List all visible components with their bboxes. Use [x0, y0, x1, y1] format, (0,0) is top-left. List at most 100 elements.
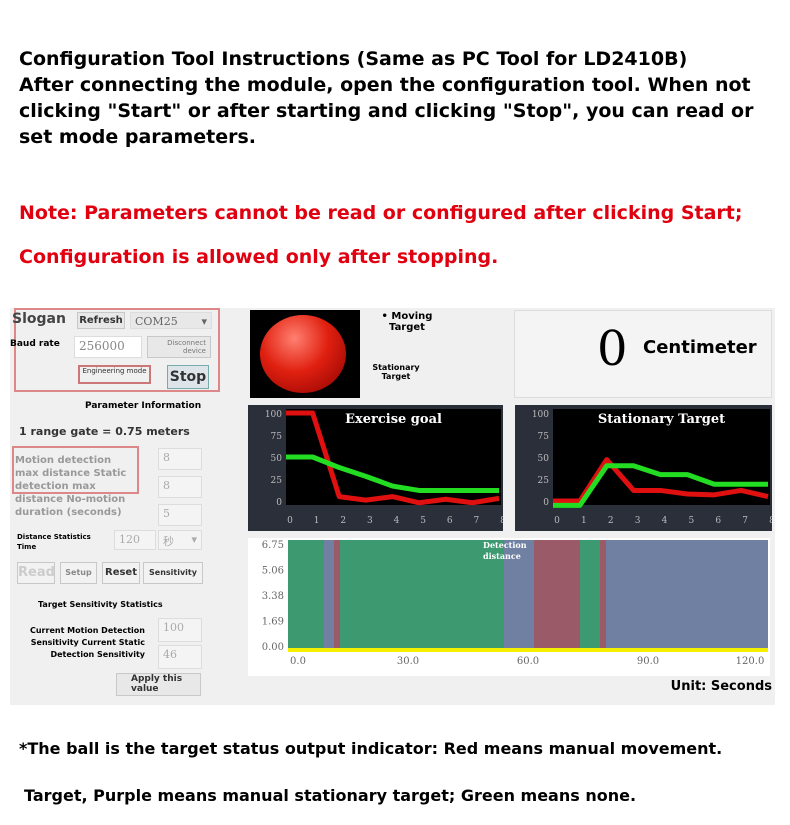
y-tick-label: 0: [543, 498, 549, 508]
x-tick-label: 5: [420, 516, 426, 526]
state-segment: [600, 540, 606, 648]
baseline: [288, 648, 768, 652]
y-tick-label: 100: [265, 410, 282, 420]
param-labels: Motion detection max distance Static det…: [15, 455, 127, 518]
read-button[interactable]: Read: [17, 562, 55, 584]
state-segment: [504, 540, 534, 648]
chart-title: Stationary Target: [598, 412, 725, 427]
engineering-mode-checkbox[interactable]: Engineering mode: [78, 365, 151, 384]
footer-line: Target, Purple means manual stationary t…: [24, 786, 637, 805]
y-tick-label: 5.06: [262, 566, 284, 577]
state-segment: [324, 540, 334, 648]
port-value: COM25: [135, 315, 178, 328]
setup-button[interactable]: Setup: [60, 562, 97, 584]
x-tick-label: 90.0: [637, 656, 659, 667]
distance-unit: Centimeter: [643, 337, 757, 358]
heading-line: set mode parameters.: [19, 126, 257, 148]
x-tick-label: 120.0: [736, 656, 765, 667]
status-indicator: [250, 310, 360, 398]
y-tick-label: 0.00: [262, 642, 284, 653]
chart-title: Exercise goal: [345, 412, 442, 427]
sensitivity-title: Target Sensitivity Statistics: [38, 600, 163, 609]
params-highlight: [12, 446, 139, 494]
sensitivity-button[interactable]: Sensitivity: [143, 562, 203, 584]
connection-highlight: [14, 308, 220, 392]
note-line: Note: Parameters cannot be read or confi…: [19, 202, 743, 224]
stats-unit-select[interactable]: 秒 ▾: [158, 530, 202, 550]
moving-target-legend: • Moving Target: [381, 311, 433, 333]
motion-max-input[interactable]: 8: [158, 448, 202, 470]
x-tick-label: 4: [662, 516, 668, 526]
baud-input[interactable]: 256000: [74, 336, 142, 358]
y-tick-label: 6.75: [262, 540, 284, 551]
sensitivity-labels: Current Motion Detection Sensitivity Cur…: [29, 626, 145, 659]
state-segment: [340, 540, 504, 648]
footer-line: *The ball is the target status output in…: [19, 739, 723, 758]
x-tick-label: 6: [715, 516, 721, 526]
title-word: distance: [483, 551, 521, 561]
y-tick-label: 50: [538, 454, 550, 464]
distance-display: 0 Centimeter: [514, 310, 772, 398]
y-tick-label: 1.69: [262, 617, 284, 628]
refresh-button[interactable]: Refresh: [77, 312, 125, 329]
detection-distance-chart: 6.75 5.06 3.38 1.69 0.00 0.0 30.0 60.0 90.0 120.0…: [248, 538, 770, 676]
stats-unit-value: 秒: [163, 535, 174, 548]
x-tick-label: 3: [367, 516, 373, 526]
x-tick-label: 0: [554, 516, 560, 526]
static-sensitivity-value: 46: [158, 645, 202, 669]
state-segment: [534, 540, 580, 648]
series-line: [553, 463, 768, 508]
x-tick-label: 60.0: [517, 656, 539, 667]
x-tick-label: 7: [742, 516, 748, 526]
state-segment: [334, 540, 340, 648]
heading-line: After connecting the module, open the co…: [19, 74, 751, 96]
reset-button[interactable]: Reset: [102, 562, 140, 584]
x-tick-label: 2: [608, 516, 614, 526]
series-line: [553, 457, 769, 504]
x-tick-label: 3: [635, 516, 641, 526]
y-tick-label: 50: [271, 454, 283, 464]
motion-sensitivity-value: 100: [158, 618, 202, 642]
stats-time-input[interactable]: 120: [114, 530, 156, 550]
x-tick-label: 1: [581, 516, 587, 526]
title-word: Detection: [483, 540, 527, 550]
stop-button[interactable]: Stop: [167, 365, 209, 389]
stats-time-label: Distance Statistics Time: [17, 533, 91, 551]
state-segment: [288, 540, 324, 648]
disconnect-button[interactable]: Disconnect device: [147, 336, 211, 358]
parameter-info-title: Parameter Information: [85, 401, 202, 411]
y-tick-label: 100: [532, 410, 549, 420]
target-ball-icon: [260, 315, 346, 393]
y-tick-label: 25: [271, 476, 283, 486]
heading-line: Configuration Tool Instructions (Same as…: [19, 48, 688, 70]
range-gate-info: 1 range gate = 0.75 meters: [19, 425, 190, 438]
x-tick-label: 2: [340, 516, 346, 526]
note-line: Configuration is allowed only after stop…: [19, 246, 499, 268]
config-tool-window: Slogan Refresh COM25 ▾ Baud rate 256000 D…: [10, 308, 775, 705]
chart-title: Detection distance: [483, 540, 527, 561]
x-tick-label: 6: [447, 516, 453, 526]
state-segment: [606, 540, 768, 648]
baud-label: Baud rate: [10, 339, 60, 349]
x-tick-label: 1: [314, 516, 320, 526]
unit-label: Unit: Seconds: [670, 679, 772, 694]
slogan-label: Slogan: [12, 311, 66, 327]
series-line: [286, 454, 499, 493]
stationary-legend: Stationary Target: [372, 363, 420, 381]
stationary-target-chart: 100 75 50 25 00 1 2 3 4 5 6 7 8 Stationary Target: [515, 405, 772, 531]
x-tick-label: 4: [394, 516, 400, 526]
series-line: [286, 410, 500, 506]
no-motion-input[interactable]: 5: [158, 504, 202, 526]
port-select[interactable]: COM25 ▾: [130, 312, 212, 329]
distance-value: 0: [597, 321, 628, 377]
y-tick-label: 75: [271, 432, 283, 442]
x-tick-label: 8: [500, 516, 503, 526]
apply-button[interactable]: Apply this value: [116, 673, 201, 696]
y-tick-label: 0: [276, 498, 282, 508]
x-tick-label: 0.0: [290, 656, 306, 667]
instructions-heading: Configuration Tool Instructions (Same as…: [19, 46, 753, 150]
static-max-input[interactable]: 8: [158, 476, 202, 498]
x-tick-label: 30.0: [397, 656, 419, 667]
y-tick-label: 25: [538, 476, 550, 486]
x-tick-label: 0: [287, 516, 293, 526]
